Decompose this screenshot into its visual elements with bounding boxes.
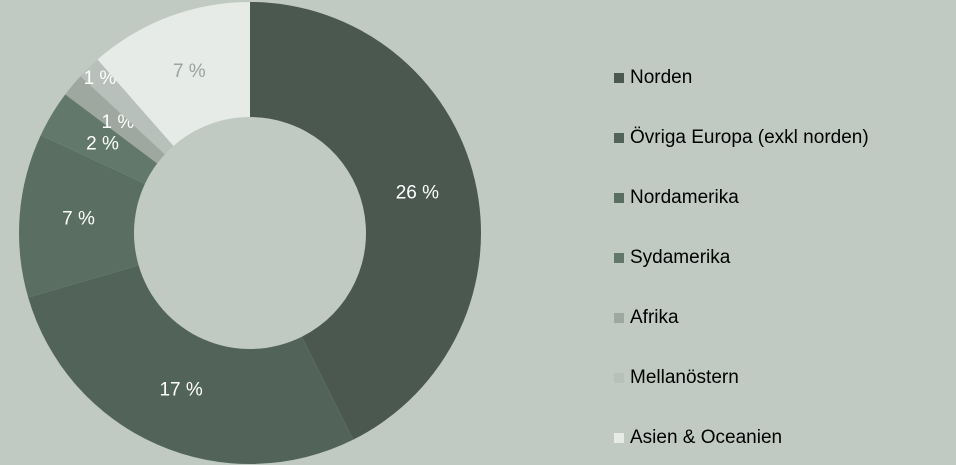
data-label: 7 % bbox=[62, 209, 95, 230]
data-label: 2 % bbox=[86, 133, 119, 154]
legend-swatch bbox=[614, 373, 624, 383]
donut-slice bbox=[40, 94, 158, 184]
legend-swatch bbox=[614, 193, 624, 203]
donut-slice bbox=[250, 2, 481, 440]
legend-swatch bbox=[614, 73, 624, 83]
donut-slice bbox=[19, 135, 145, 298]
donut-slice bbox=[28, 265, 354, 464]
donut-slice bbox=[97, 2, 251, 146]
legend-swatch bbox=[614, 133, 624, 143]
donut-slice bbox=[80, 59, 174, 155]
legend-swatch bbox=[614, 253, 624, 263]
legend-swatch bbox=[614, 433, 624, 443]
legend-label: Afrika bbox=[630, 307, 679, 328]
legend-label: Norden bbox=[630, 67, 692, 88]
legend-swatch bbox=[614, 313, 624, 323]
legend-label: Mellanöstern bbox=[630, 367, 739, 388]
data-label: 26 % bbox=[396, 183, 439, 204]
legend-label: Asien & Oceanien bbox=[630, 427, 782, 448]
legend-label: Nordamerika bbox=[630, 187, 739, 208]
donut-slice bbox=[65, 76, 165, 164]
data-label: 1 % bbox=[84, 68, 117, 89]
data-label: 17 % bbox=[159, 380, 202, 401]
legend-label: Övriga Europa (exkl norden) bbox=[630, 127, 869, 148]
legend-label: Sydamerika bbox=[630, 247, 731, 268]
data-label: 7 % bbox=[173, 61, 206, 82]
